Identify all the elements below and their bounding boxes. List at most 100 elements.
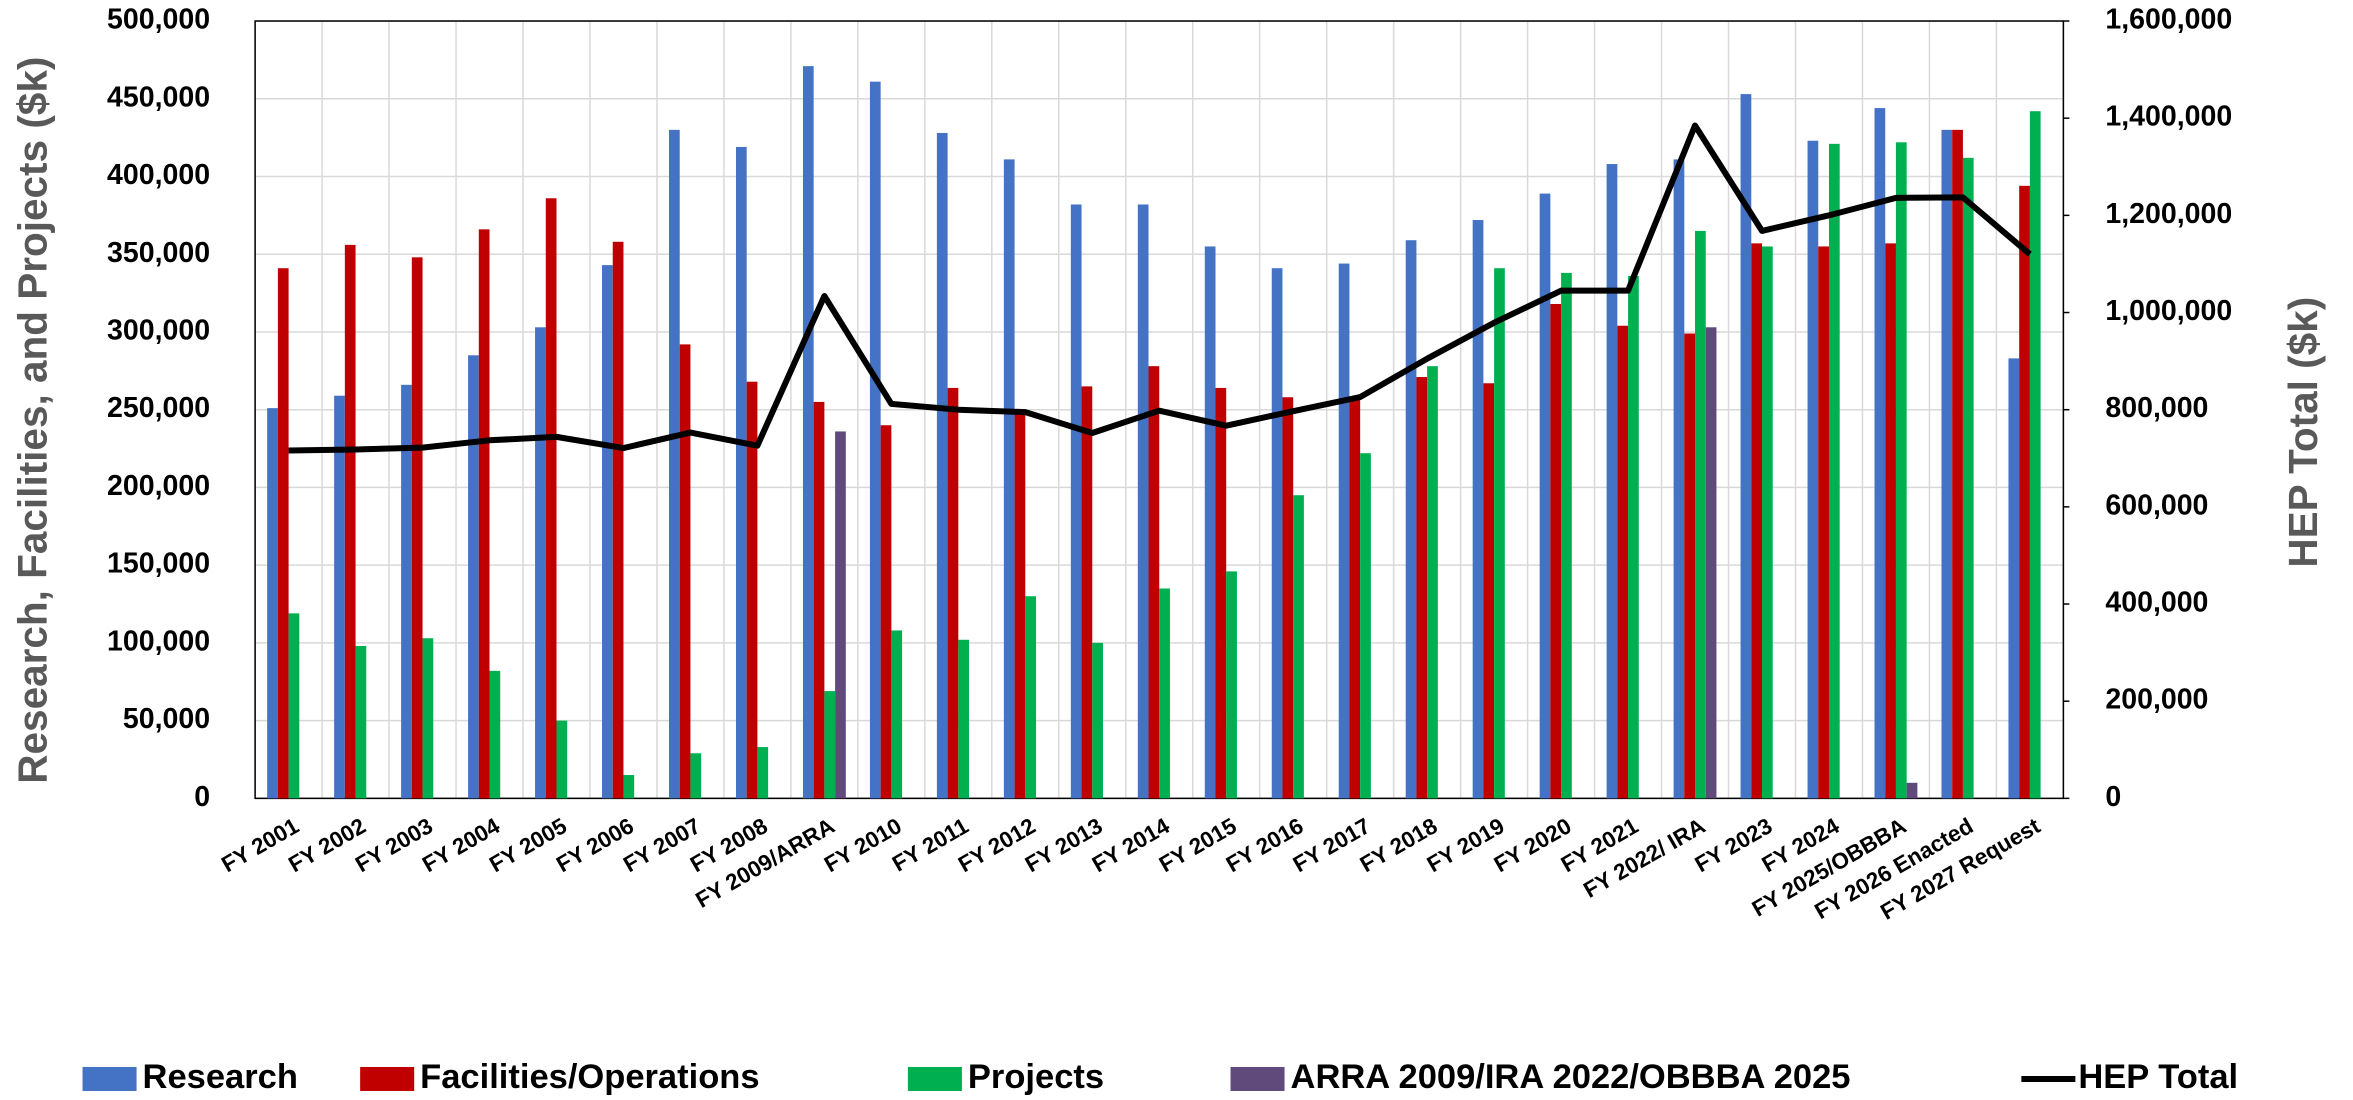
bar [735,146,747,799]
bar [277,268,289,799]
bar [1550,303,1562,799]
bar [1952,129,1963,799]
bar [288,613,300,799]
bar [746,381,758,799]
bar [1606,164,1618,799]
bar [1137,204,1149,799]
bar [1003,159,1015,799]
bar [1349,398,1361,799]
bar [679,344,691,799]
bar [1293,495,1304,799]
bar [802,66,814,799]
bar [2008,358,2020,799]
bar [1159,588,1170,799]
y2-tick-label: 600,000 [2105,489,2208,521]
y-tick-label: 450,000 [107,81,210,113]
legend-label: Research [143,1058,298,1096]
bar [1226,571,1237,799]
bar [757,747,769,799]
y-tick-label: 200,000 [107,470,210,502]
bar [1828,143,1840,799]
y-tick-label: 250,000 [107,392,210,424]
bar [1204,246,1216,799]
bar [1895,142,1907,799]
bar [1014,409,1026,799]
bar [1416,377,1428,799]
y2-tick-label: 200,000 [2105,684,2208,716]
y2-axis-title: HEP Total ($k) [2280,297,2326,568]
bar [690,753,702,799]
bar [891,630,903,799]
y-tick-label: 350,000 [107,237,210,269]
bar [556,720,568,799]
bar [1885,243,1896,799]
bar [1483,383,1495,799]
bar [612,241,624,799]
bar [344,244,356,799]
bar [669,129,680,799]
bar [401,384,412,799]
legend-label: ARRA 2009/IRA 2022/OBBBA 2025 [1291,1058,1851,1096]
y-tick-label: 50,000 [123,703,210,735]
bar [869,81,881,799]
bar [1427,366,1438,799]
bar [1705,327,1717,799]
y2-tick-label: 1,200,000 [2105,198,2232,230]
bar [489,670,501,799]
bar [1070,204,1082,799]
bar [1025,596,1037,799]
bar [2029,111,2041,799]
bar [1472,220,1484,799]
bar [1906,782,1918,799]
bar [623,775,635,799]
bar [1695,230,1706,799]
bar [1405,240,1417,799]
bar [411,257,423,799]
bar [1494,268,1505,799]
bar [267,408,278,799]
legend-swatch [360,1066,415,1091]
bar [835,431,846,799]
bar [1338,263,1350,799]
bar [1148,366,1160,799]
bar [2019,185,2030,799]
bar [1761,246,1773,799]
bar [1628,275,1639,799]
bar [1081,386,1093,799]
bar [1874,108,1886,799]
legend-label: Facilities/Operations [420,1058,759,1096]
bar [1962,157,1974,799]
y2-tick-label: 1,600,000 [2105,4,2232,36]
x-tick-label: FY 2010 [820,813,906,877]
bar [813,401,825,799]
y-tick-label: 150,000 [107,548,210,580]
bar [1673,159,1685,799]
bar [1215,387,1227,799]
bar [1282,397,1294,799]
bar [1684,333,1696,799]
legend-swatch [1230,1066,1285,1091]
bar [1561,272,1572,799]
y-tick-label: 0 [194,781,210,813]
y2-tick-label: 1,000,000 [2105,295,2232,327]
line [288,122,2032,454]
legend-label: Projects [968,1058,1104,1096]
bar [1617,325,1629,799]
y-tick-label: 300,000 [107,314,210,346]
y-axis-title: Research, Facilities, and Projects ($k) [10,57,56,784]
y2-tick-label: 0 [2105,781,2121,813]
bar [545,198,557,799]
bar [355,645,367,799]
bar [1751,243,1762,799]
y-tick-label: 400,000 [107,159,210,191]
bar [1360,453,1371,799]
legend-swatch [82,1066,137,1091]
bar [535,327,546,799]
bar [1092,642,1103,799]
bar [880,425,892,799]
y2-tick-label: 800,000 [2105,392,2208,424]
bar [824,691,836,799]
bar [1271,268,1283,799]
bar [1941,129,1953,799]
